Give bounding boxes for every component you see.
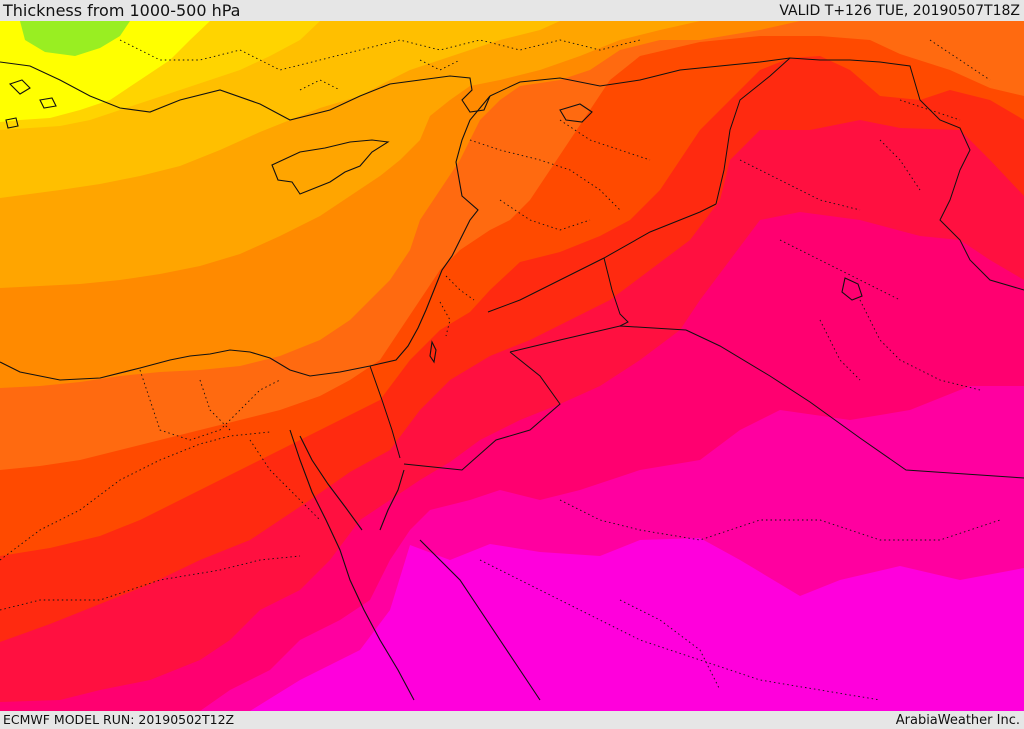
cyprus-coast xyxy=(271,139,390,195)
aegean-islands xyxy=(5,79,57,129)
coastlines xyxy=(0,61,863,701)
admin-borders xyxy=(0,39,1001,701)
jordan-saudi-border xyxy=(403,351,561,471)
iraq-saudi-border xyxy=(685,329,1024,479)
valid-time: VALID T+126 TUE, 20190507T18Z xyxy=(779,3,1020,19)
model-run-label: ECMWF MODEL RUN: 20190502T12Z xyxy=(3,712,235,727)
egypt-israel-border xyxy=(369,365,401,459)
turkey-provinces xyxy=(119,39,641,91)
iran-provinces xyxy=(879,39,991,191)
iraq-iran-border xyxy=(715,57,1024,291)
egypt-sudan-border xyxy=(0,555,301,611)
egypt-libya-border xyxy=(0,431,271,561)
credit-label: ArabiaWeather Inc. xyxy=(895,713,1020,728)
lake-van xyxy=(559,103,593,123)
levant-coast xyxy=(369,95,491,367)
syria-iraq-border xyxy=(603,257,629,327)
red-sea-west xyxy=(289,429,415,701)
suez-gulf xyxy=(299,435,363,531)
syria-governorates xyxy=(469,119,651,231)
saudi-regions xyxy=(479,499,1001,701)
aqaba-gulf xyxy=(379,469,405,531)
lebanon-israel xyxy=(439,275,475,337)
egypt-governorates xyxy=(139,369,321,521)
egypt-north-coast xyxy=(0,349,371,381)
lake-tharthar xyxy=(841,277,863,301)
header-bar: Thickness from 1000-500 hPa VALID T+126 … xyxy=(0,0,1024,21)
thickness-map[interactable] xyxy=(0,21,1024,711)
turkey-syria-border xyxy=(489,57,791,97)
red-sea-east xyxy=(419,539,541,701)
jordan-iraq-border xyxy=(509,325,687,353)
footer-bar: ECMWF MODEL RUN: 20190502T12Z ArabiaWeat… xyxy=(0,711,1024,729)
dead-sea xyxy=(429,340,437,364)
thickness-bands xyxy=(0,21,1024,711)
political-borders xyxy=(369,57,1024,479)
band-lime xyxy=(20,21,130,56)
syria-jordan-border xyxy=(487,203,717,313)
map-title: Thickness from 1000-500 hPa xyxy=(3,1,241,20)
turkey-coast xyxy=(0,61,491,121)
